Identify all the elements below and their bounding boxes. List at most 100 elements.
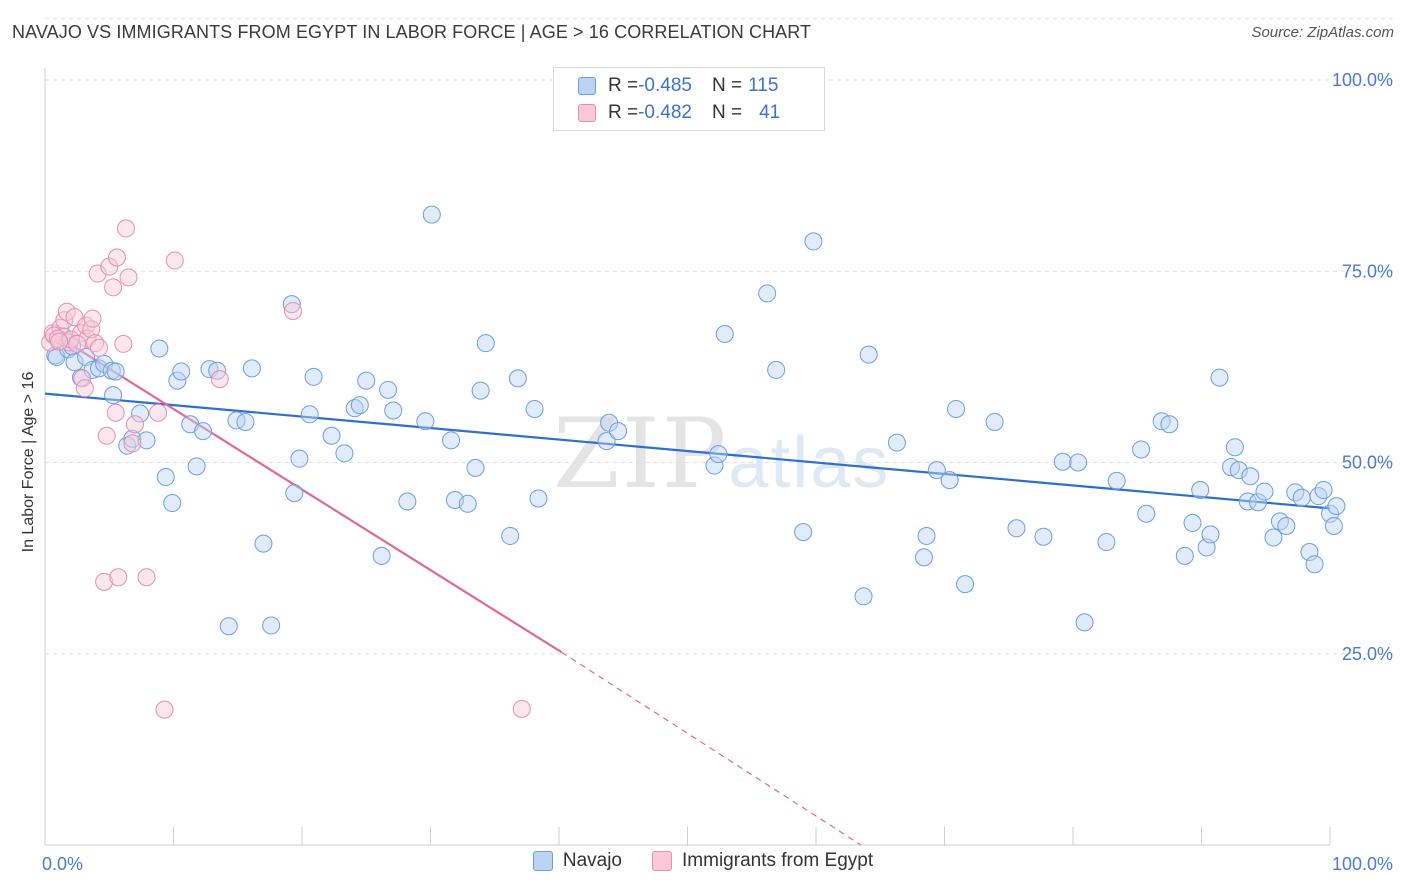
data-point <box>709 445 728 464</box>
legend-r-label: R = <box>608 75 639 96</box>
data-point <box>88 264 107 283</box>
legend-item-egypt[interactable]: Immigrants from Egypt <box>652 850 873 872</box>
stats-legend: R = -0.485 N = 115 R = -0.482 N = 41 <box>553 67 825 131</box>
data-point <box>106 403 125 422</box>
legend-swatch-navajo <box>578 77 596 95</box>
data-point <box>97 426 116 445</box>
legend-n-label: N = <box>711 102 743 123</box>
data-point <box>398 492 417 511</box>
data-point <box>1201 525 1220 544</box>
data-point <box>529 489 548 508</box>
y-tick-label: 75.0% <box>1342 261 1393 281</box>
data-point <box>1183 513 1202 532</box>
data-point <box>68 334 87 353</box>
data-point <box>236 412 255 431</box>
source-label: Source: ZipAtlas.com <box>1251 24 1394 41</box>
data-point <box>1107 471 1126 490</box>
data-point <box>794 523 813 542</box>
data-point <box>137 568 156 587</box>
data-point <box>95 572 114 591</box>
data-point <box>131 404 150 423</box>
data-point <box>254 534 273 553</box>
data-point <box>767 360 786 379</box>
data-point <box>1249 493 1268 512</box>
data-point <box>940 471 959 490</box>
data-point <box>1097 533 1116 552</box>
data-point <box>219 617 238 636</box>
legend-n-label: N = <box>711 75 743 96</box>
data-point <box>1034 527 1053 546</box>
data-point <box>83 309 102 328</box>
data-point <box>917 526 936 545</box>
data-point <box>285 484 304 503</box>
data-point <box>384 401 403 420</box>
legend-r-value: -0.482 <box>638 102 692 123</box>
legend-label-egypt: Immigrants from Egypt <box>682 850 874 871</box>
data-point <box>1277 516 1296 535</box>
trend-line-egypt <box>50 331 563 654</box>
data-point <box>609 422 628 441</box>
data-point <box>1309 487 1328 506</box>
x-tick-label: 100.0% <box>1332 854 1393 874</box>
data-point <box>1241 467 1260 486</box>
data-point <box>109 568 128 587</box>
data-point <box>106 362 125 381</box>
data-point <box>956 575 975 594</box>
y-tick-label: 50.0% <box>1342 453 1393 473</box>
data-point <box>156 468 175 487</box>
axes <box>44 68 1331 846</box>
data-point <box>1137 504 1156 523</box>
data-point <box>1264 528 1283 547</box>
data-point <box>284 302 303 321</box>
data-point <box>1225 438 1244 457</box>
data-point <box>512 699 531 718</box>
data-point <box>89 338 108 357</box>
data-point <box>1175 546 1194 565</box>
data-point <box>104 278 123 297</box>
data-point <box>168 371 187 390</box>
data-point <box>77 347 96 366</box>
watermark-zip: ZIP <box>553 398 729 510</box>
legend-label-navajo: Navajo <box>562 850 623 871</box>
legend-n-value: 115 <box>748 75 779 96</box>
data-point <box>282 295 301 314</box>
data-point <box>194 422 213 441</box>
legend-swatch-egypt <box>652 851 673 871</box>
chart-title: NAVAJO VS IMMIGRANTS FROM EGYPT IN LABOR… <box>12 22 812 42</box>
legend-n-value: 41 <box>759 102 781 123</box>
data-point <box>242 359 261 378</box>
data-point <box>114 334 133 353</box>
data-point <box>1191 481 1210 500</box>
data-point <box>1053 452 1072 471</box>
data-point <box>1255 482 1274 501</box>
data-point <box>1321 504 1339 523</box>
legend-swatch-navajo <box>532 851 553 871</box>
axis-labels: 25.0% 50.0% 75.0% 100.0% 0.0% 100.0% In Labor … <box>20 70 1393 874</box>
data-point <box>372 546 391 565</box>
data-point <box>1327 497 1346 516</box>
y-tick-label: 100.0% <box>1332 70 1393 90</box>
data-point <box>715 324 734 343</box>
data-point <box>304 367 323 386</box>
data-point <box>466 458 485 477</box>
data-point <box>357 371 376 390</box>
data-point <box>107 248 126 267</box>
legend-swatch-egypt <box>578 104 596 122</box>
data-point <box>597 432 616 451</box>
data-point <box>1007 519 1026 538</box>
data-point <box>75 379 94 398</box>
data-point <box>508 369 527 388</box>
data-point <box>859 345 878 364</box>
data-point <box>1160 415 1179 434</box>
data-point <box>501 526 520 545</box>
data-point <box>758 284 777 303</box>
data-point <box>137 431 156 450</box>
legend-item-navajo[interactable]: Navajo <box>532 850 623 872</box>
data-point <box>123 434 142 453</box>
data-point <box>290 449 309 468</box>
data-point <box>1292 488 1311 507</box>
data-point <box>947 399 966 418</box>
data-points <box>41 205 1346 719</box>
y-tick-label: 25.0% <box>1342 644 1393 664</box>
data-point <box>123 429 142 448</box>
